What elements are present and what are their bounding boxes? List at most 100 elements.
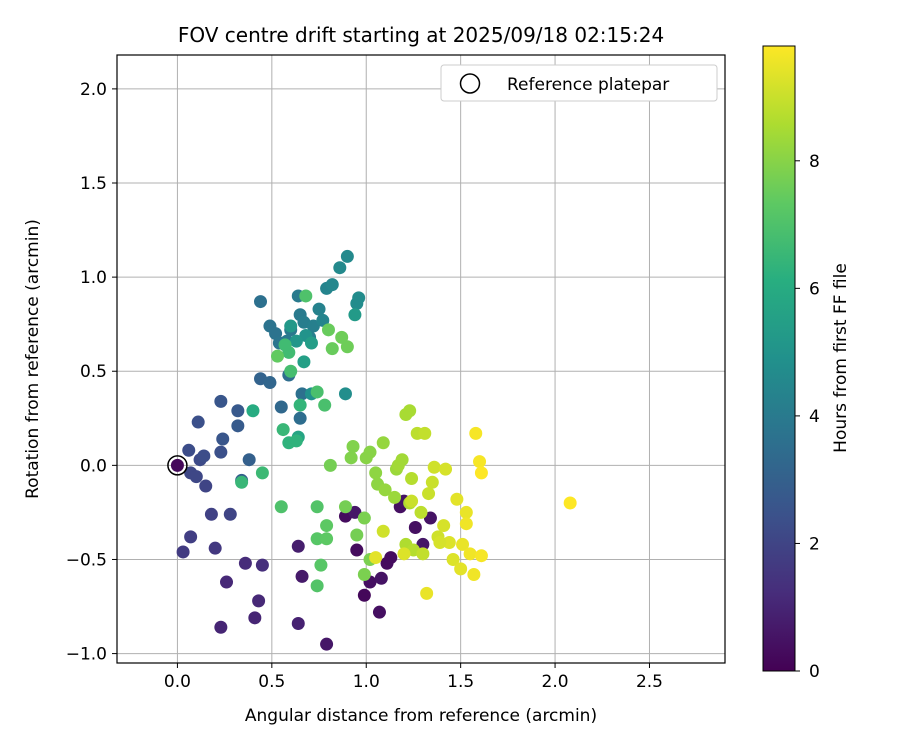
data-point bbox=[348, 505, 362, 519]
data-point bbox=[184, 530, 198, 544]
data-point bbox=[295, 569, 309, 583]
data-point bbox=[425, 475, 439, 489]
colorbar-tick-label: 8 bbox=[809, 152, 820, 172]
data-point bbox=[321, 323, 335, 337]
data-point bbox=[388, 490, 402, 504]
data-point bbox=[310, 579, 324, 593]
data-point bbox=[350, 528, 364, 542]
data-point bbox=[204, 507, 218, 521]
data-point bbox=[397, 547, 411, 561]
data-point bbox=[437, 519, 451, 533]
data-point bbox=[340, 340, 354, 354]
data-point bbox=[293, 411, 307, 425]
legend-box bbox=[440, 64, 718, 102]
data-point bbox=[310, 385, 324, 399]
data-point bbox=[416, 537, 430, 551]
data-point bbox=[369, 466, 383, 480]
data-point bbox=[255, 558, 269, 572]
data-point bbox=[255, 466, 269, 480]
data-point bbox=[216, 432, 230, 446]
data-point bbox=[220, 575, 234, 589]
y-tick-label: 1.0 bbox=[80, 268, 107, 288]
data-point bbox=[231, 419, 245, 433]
y-tick-label: 0.0 bbox=[80, 456, 107, 476]
data-point bbox=[214, 394, 228, 408]
data-point bbox=[248, 611, 262, 625]
x-tick-label: 1.5 bbox=[447, 672, 474, 692]
data-point bbox=[338, 387, 352, 401]
data-point bbox=[467, 568, 481, 582]
colorbar-tick-label: 4 bbox=[809, 407, 820, 427]
y-tick-label: 1.5 bbox=[80, 174, 107, 194]
data-point bbox=[333, 261, 347, 275]
data-point bbox=[235, 475, 249, 489]
data-point bbox=[231, 404, 245, 418]
reference-marker bbox=[167, 455, 188, 476]
x-tick-label: 0.0 bbox=[164, 672, 191, 692]
data-point bbox=[473, 455, 487, 469]
data-point bbox=[310, 500, 324, 514]
data-point bbox=[316, 313, 330, 327]
chart-title: FOV centre drift starting at 2025/09/18 … bbox=[178, 23, 664, 47]
data-point bbox=[357, 568, 371, 582]
data-point bbox=[423, 511, 437, 525]
data-point bbox=[376, 524, 390, 538]
data-point bbox=[306, 319, 320, 333]
data-point bbox=[278, 338, 292, 352]
data-point bbox=[310, 532, 324, 546]
data-point bbox=[299, 289, 313, 303]
data-point bbox=[238, 556, 252, 570]
data-point bbox=[403, 404, 417, 418]
data-point bbox=[284, 364, 298, 378]
data-point bbox=[372, 605, 386, 619]
data-point bbox=[442, 536, 456, 550]
colorbar-gradient bbox=[762, 45, 796, 672]
y-tick-label: 2.0 bbox=[80, 80, 107, 100]
data-point bbox=[182, 443, 196, 457]
data-point bbox=[263, 376, 277, 390]
data-point bbox=[325, 342, 339, 356]
data-point bbox=[376, 436, 390, 450]
data-point bbox=[344, 451, 358, 465]
data-point bbox=[246, 404, 260, 418]
data-point bbox=[352, 291, 366, 305]
data-point bbox=[346, 440, 360, 454]
data-point bbox=[474, 549, 488, 563]
x-tick-label: 1.0 bbox=[353, 672, 380, 692]
data-point bbox=[374, 571, 388, 585]
legend-marker-icon bbox=[459, 73, 481, 94]
data-point bbox=[408, 520, 422, 534]
data-point bbox=[335, 330, 349, 344]
legend-label: Reference platepar bbox=[507, 75, 669, 95]
data-point bbox=[276, 423, 290, 437]
y-tick-label: −0.5 bbox=[66, 550, 107, 570]
data-point bbox=[384, 551, 398, 565]
data-point bbox=[474, 466, 488, 480]
data-point bbox=[312, 302, 326, 316]
y-axis-label: Rotation from reference (arcmin) bbox=[23, 219, 43, 499]
data-points bbox=[170, 249, 577, 651]
y-tick-label: −1.0 bbox=[66, 645, 107, 665]
data-point bbox=[254, 295, 268, 309]
legend: Reference platepar bbox=[440, 64, 718, 102]
data-point bbox=[270, 349, 284, 363]
data-point bbox=[197, 449, 211, 463]
data-point bbox=[214, 445, 228, 459]
y-axis-ticks: −1.0 −0.5 0.0 0.5 1.0 1.5 2.0 bbox=[66, 80, 117, 665]
reference-point-ring bbox=[167, 455, 188, 476]
data-point bbox=[291, 539, 305, 553]
data-point bbox=[274, 400, 288, 414]
data-point bbox=[252, 594, 266, 608]
data-point bbox=[340, 249, 354, 263]
colorbar-label: Hours from first FF file bbox=[831, 263, 851, 453]
data-point bbox=[369, 551, 383, 565]
colorbar-tick-label: 0 bbox=[809, 662, 820, 682]
data-point bbox=[446, 552, 460, 566]
data-point bbox=[199, 479, 213, 493]
colorbar-ticks: 0 2 4 6 8 bbox=[795, 152, 820, 682]
data-point bbox=[242, 453, 256, 467]
data-point bbox=[439, 462, 453, 476]
data-point bbox=[459, 505, 473, 519]
data-point bbox=[405, 494, 419, 508]
